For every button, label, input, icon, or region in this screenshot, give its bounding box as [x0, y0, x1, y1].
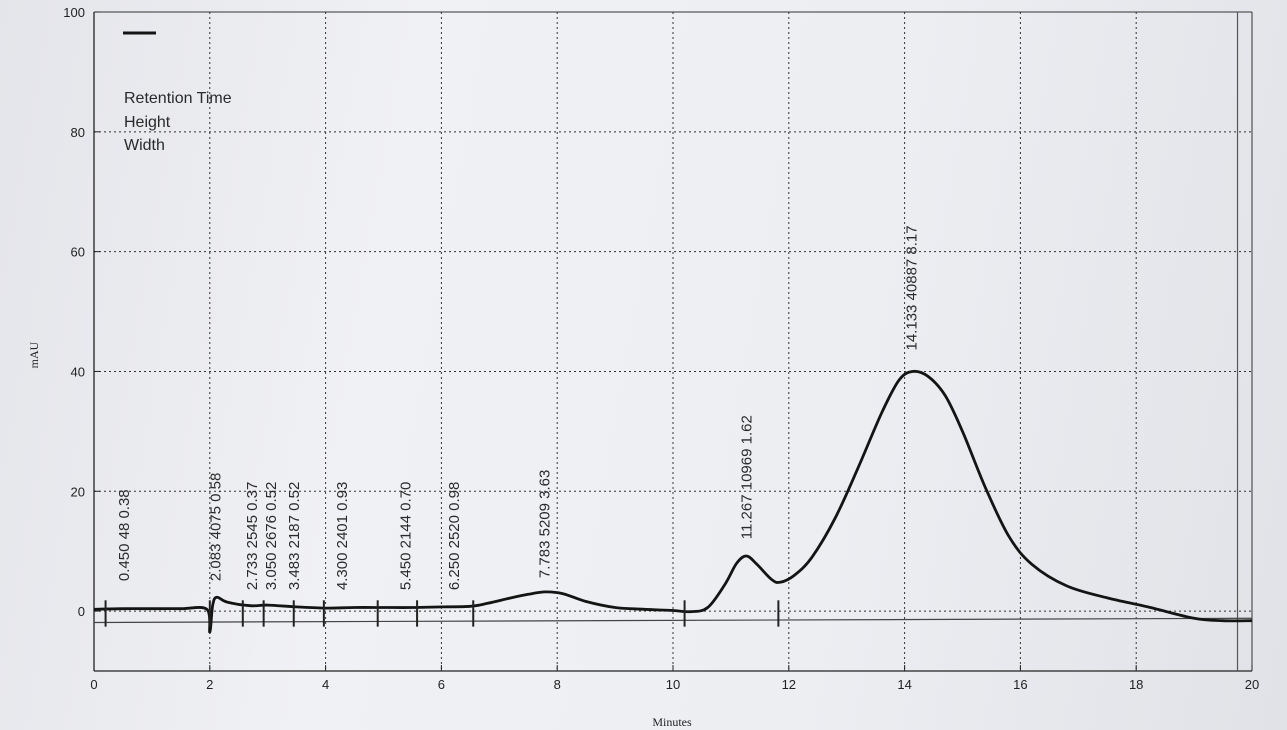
- y-tick-label-0: 0: [78, 604, 85, 619]
- peak-label-9: 11.267 10969 1.62: [739, 415, 756, 539]
- axes: [93, 11, 1253, 672]
- peak-label-3: 3.050 2676 0.52: [263, 482, 280, 590]
- x-tick-label-14: 14: [897, 677, 911, 692]
- y-tick-label-80: 80: [71, 125, 85, 140]
- peak-label-4: 3.483 2187 0.52: [286, 482, 303, 590]
- peak-label-0: 0.450 48 0.38: [116, 489, 133, 581]
- y-tick-label-60: 60: [71, 245, 85, 260]
- x-tick-label-2: 2: [206, 677, 213, 692]
- x-tick-label-20: 20: [1245, 677, 1259, 692]
- x-tick-label-10: 10: [666, 677, 680, 692]
- legend: Retention Time Height Width: [123, 31, 232, 154]
- peak-label-1: 2.083 4075 0.58: [208, 473, 225, 581]
- x-axis-title: Minutes: [652, 715, 692, 729]
- peak-label-10: 14.133 40887 8.17: [904, 225, 921, 350]
- integration-baseline: [93, 617, 1253, 624]
- y-axis-title: mAU: [27, 341, 41, 368]
- baseline-line: [93, 617, 1253, 624]
- tick-labels: 0 2 4 6 8 10 12 14 16 18 20 100 80 60 40 20 0: [63, 5, 1259, 692]
- legend-entry-width: Width: [124, 137, 165, 154]
- legend-entry-retention-time: Retention Time: [124, 90, 232, 107]
- peak-labels: 0.450 48 0.38 2.083 4075 0.58 2.733 2545 0…: [116, 225, 920, 590]
- x-tick-label-0: 0: [90, 677, 97, 692]
- peak-markers: [104, 600, 780, 627]
- peak-label-5: 4.300 2401 0.93: [334, 482, 351, 590]
- peak-label-6: 5.450 2144 0.70: [398, 482, 415, 590]
- x-tick-label-16: 16: [1013, 677, 1027, 692]
- y-tick-label-20: 20: [71, 484, 85, 499]
- legend-entry-height: Height: [124, 114, 171, 131]
- y-tick-label-40: 40: [71, 364, 85, 379]
- x-tick-label-4: 4: [322, 677, 329, 692]
- chromatogram-trace: [94, 369, 1252, 634]
- x-tick-label-12: 12: [782, 677, 796, 692]
- peak-label-7: 6.250 2520 0.98: [446, 482, 463, 590]
- peak-label-8: 7.783 5209 3.63: [537, 470, 554, 578]
- x-tick-label-6: 6: [438, 677, 445, 692]
- x-tick-label-18: 18: [1129, 677, 1143, 692]
- peak-label-2: 2.733 2545 0.37: [244, 482, 261, 590]
- y-tick-label-100: 100: [63, 5, 85, 20]
- grid-lines: [94, 12, 1252, 671]
- trace-layer: [94, 369, 1252, 634]
- x-tick-label-8: 8: [554, 677, 561, 692]
